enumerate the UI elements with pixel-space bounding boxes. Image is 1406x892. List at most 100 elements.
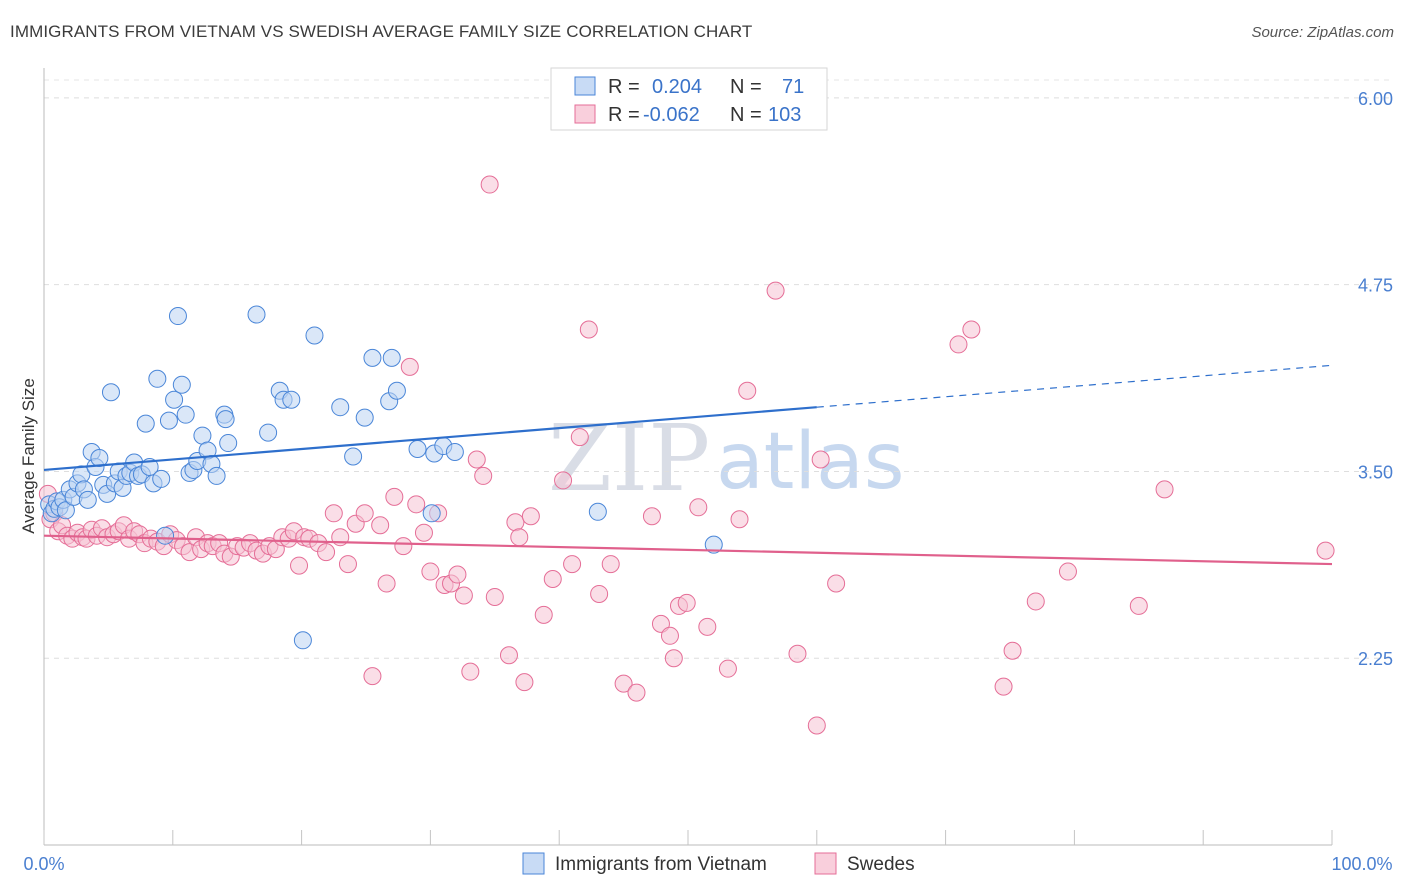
bottom-legend-swatch-swedes bbox=[814, 852, 837, 875]
vietnam-point bbox=[247, 305, 266, 324]
legend-n-value-swedes: 103 bbox=[768, 104, 801, 126]
vietnam-point bbox=[305, 326, 324, 345]
legend-r-value-vietnam: 0.204 bbox=[652, 76, 702, 98]
swedes-point bbox=[788, 644, 807, 663]
vietnam-point bbox=[152, 469, 171, 488]
swedes-point bbox=[614, 674, 633, 693]
swedes-point bbox=[506, 513, 525, 532]
swedes-point bbox=[601, 555, 620, 574]
x-tick-label-max: 100.0% bbox=[1331, 854, 1392, 874]
x-tick-marks bbox=[43, 830, 1333, 845]
vietnam-point bbox=[156, 526, 175, 545]
vietnam-point bbox=[101, 383, 120, 402]
swedes-point bbox=[355, 504, 374, 523]
legend: R = 0.204 N = 71 R = -0.062 N = 103 bbox=[550, 67, 828, 131]
swedes-point bbox=[400, 357, 419, 376]
vietnam-point bbox=[78, 490, 97, 509]
y-tick-label: 4.75 bbox=[1358, 276, 1393, 296]
swedes-point bbox=[642, 507, 661, 526]
swedes-point bbox=[962, 320, 981, 339]
y-axis-label: Average Family Size bbox=[19, 378, 38, 534]
legend-swatch-vietnam bbox=[574, 76, 596, 96]
vietnam-point bbox=[588, 502, 607, 521]
vietnam-point bbox=[165, 390, 184, 409]
legend-box bbox=[550, 67, 828, 131]
legend-n-label-vietnam: N = bbox=[730, 76, 762, 98]
swedes-point bbox=[338, 555, 357, 574]
swedes-point bbox=[563, 555, 582, 574]
swedes-point bbox=[660, 626, 679, 645]
vietnam-point bbox=[282, 390, 301, 409]
swedes-point bbox=[698, 617, 717, 636]
swedes-point bbox=[510, 528, 529, 547]
swedes-point bbox=[394, 537, 413, 556]
vietnam-point bbox=[136, 414, 155, 433]
swedes-point bbox=[651, 614, 670, 633]
swedes-point bbox=[407, 495, 426, 514]
swedes-point bbox=[1026, 592, 1045, 611]
swedes-point bbox=[474, 466, 493, 485]
vietnam-point bbox=[704, 535, 723, 554]
vietnam-point bbox=[168, 307, 187, 326]
vietnam-trend-line-extension bbox=[816, 364, 1333, 408]
swedes-point bbox=[363, 667, 382, 686]
swedes-point bbox=[317, 543, 336, 562]
y-tick-label: 6.00 bbox=[1358, 89, 1393, 109]
legend-r-label-swedes: R = bbox=[608, 104, 640, 126]
swedes-point bbox=[664, 649, 683, 668]
swedes-point bbox=[521, 507, 540, 526]
swedes-point bbox=[807, 716, 826, 735]
swedes-point bbox=[290, 556, 309, 575]
swedes-point bbox=[324, 504, 343, 523]
vietnam-point bbox=[216, 410, 235, 429]
swedes-point bbox=[461, 662, 480, 681]
swedes-point bbox=[827, 574, 846, 593]
swedes-point bbox=[377, 574, 396, 593]
bottom-legend-label-vietnam: Immigrants from Vietnam bbox=[555, 854, 767, 875]
legend-r-label-vietnam: R = bbox=[608, 76, 640, 98]
vietnam-point bbox=[159, 411, 178, 430]
legend-n-value-vietnam: 71 bbox=[782, 76, 804, 98]
swedes-point bbox=[811, 450, 830, 469]
swedes-point bbox=[738, 381, 757, 400]
vietnam-point bbox=[331, 398, 350, 417]
gridlines bbox=[44, 79, 1394, 659]
swedes-point bbox=[421, 562, 440, 581]
swedes-point bbox=[766, 281, 785, 300]
swedes-point bbox=[718, 659, 737, 678]
trend-lines bbox=[43, 364, 1333, 566]
legend-swatch-swedes bbox=[574, 104, 596, 124]
bottom-legend: Immigrants from Vietnam Swedes bbox=[522, 852, 915, 875]
swedes-point bbox=[534, 605, 553, 624]
vietnam-point bbox=[355, 408, 374, 427]
swedes-point bbox=[371, 516, 390, 535]
swedes-point bbox=[590, 584, 609, 603]
swedes-point bbox=[627, 683, 646, 702]
y-tick-label: 3.50 bbox=[1358, 462, 1393, 482]
vietnam-point bbox=[387, 381, 406, 400]
swedes-point bbox=[994, 677, 1013, 696]
x-tick-label-min: 0.0% bbox=[23, 854, 64, 874]
swedes-point bbox=[1003, 641, 1022, 660]
vietnam-point bbox=[148, 369, 167, 388]
y-tick-label: 2.25 bbox=[1358, 649, 1393, 669]
swedes-point bbox=[454, 586, 473, 605]
vietnam-point bbox=[363, 348, 382, 367]
swedes-trend-line bbox=[43, 534, 1333, 566]
swedes-point bbox=[1316, 541, 1335, 560]
swedes-point bbox=[485, 587, 504, 606]
chart-title: IMMIGRANTS FROM VIETNAM VS SWEDISH AVERA… bbox=[10, 22, 753, 41]
swedes-point bbox=[570, 428, 589, 447]
vietnam-point bbox=[293, 631, 312, 650]
vietnam-point bbox=[219, 434, 238, 453]
vietnam-point bbox=[176, 405, 195, 424]
watermark-zip: ZIP bbox=[548, 405, 710, 512]
bottom-legend-swatch-vietnam bbox=[522, 852, 545, 875]
swedes-point bbox=[515, 673, 534, 692]
vietnam-point bbox=[382, 348, 401, 367]
swedes-point bbox=[730, 510, 749, 529]
vietnam-point bbox=[408, 440, 427, 459]
vietnam-points bbox=[40, 305, 723, 650]
swedes-point bbox=[579, 320, 598, 339]
swedes-point bbox=[554, 471, 573, 490]
